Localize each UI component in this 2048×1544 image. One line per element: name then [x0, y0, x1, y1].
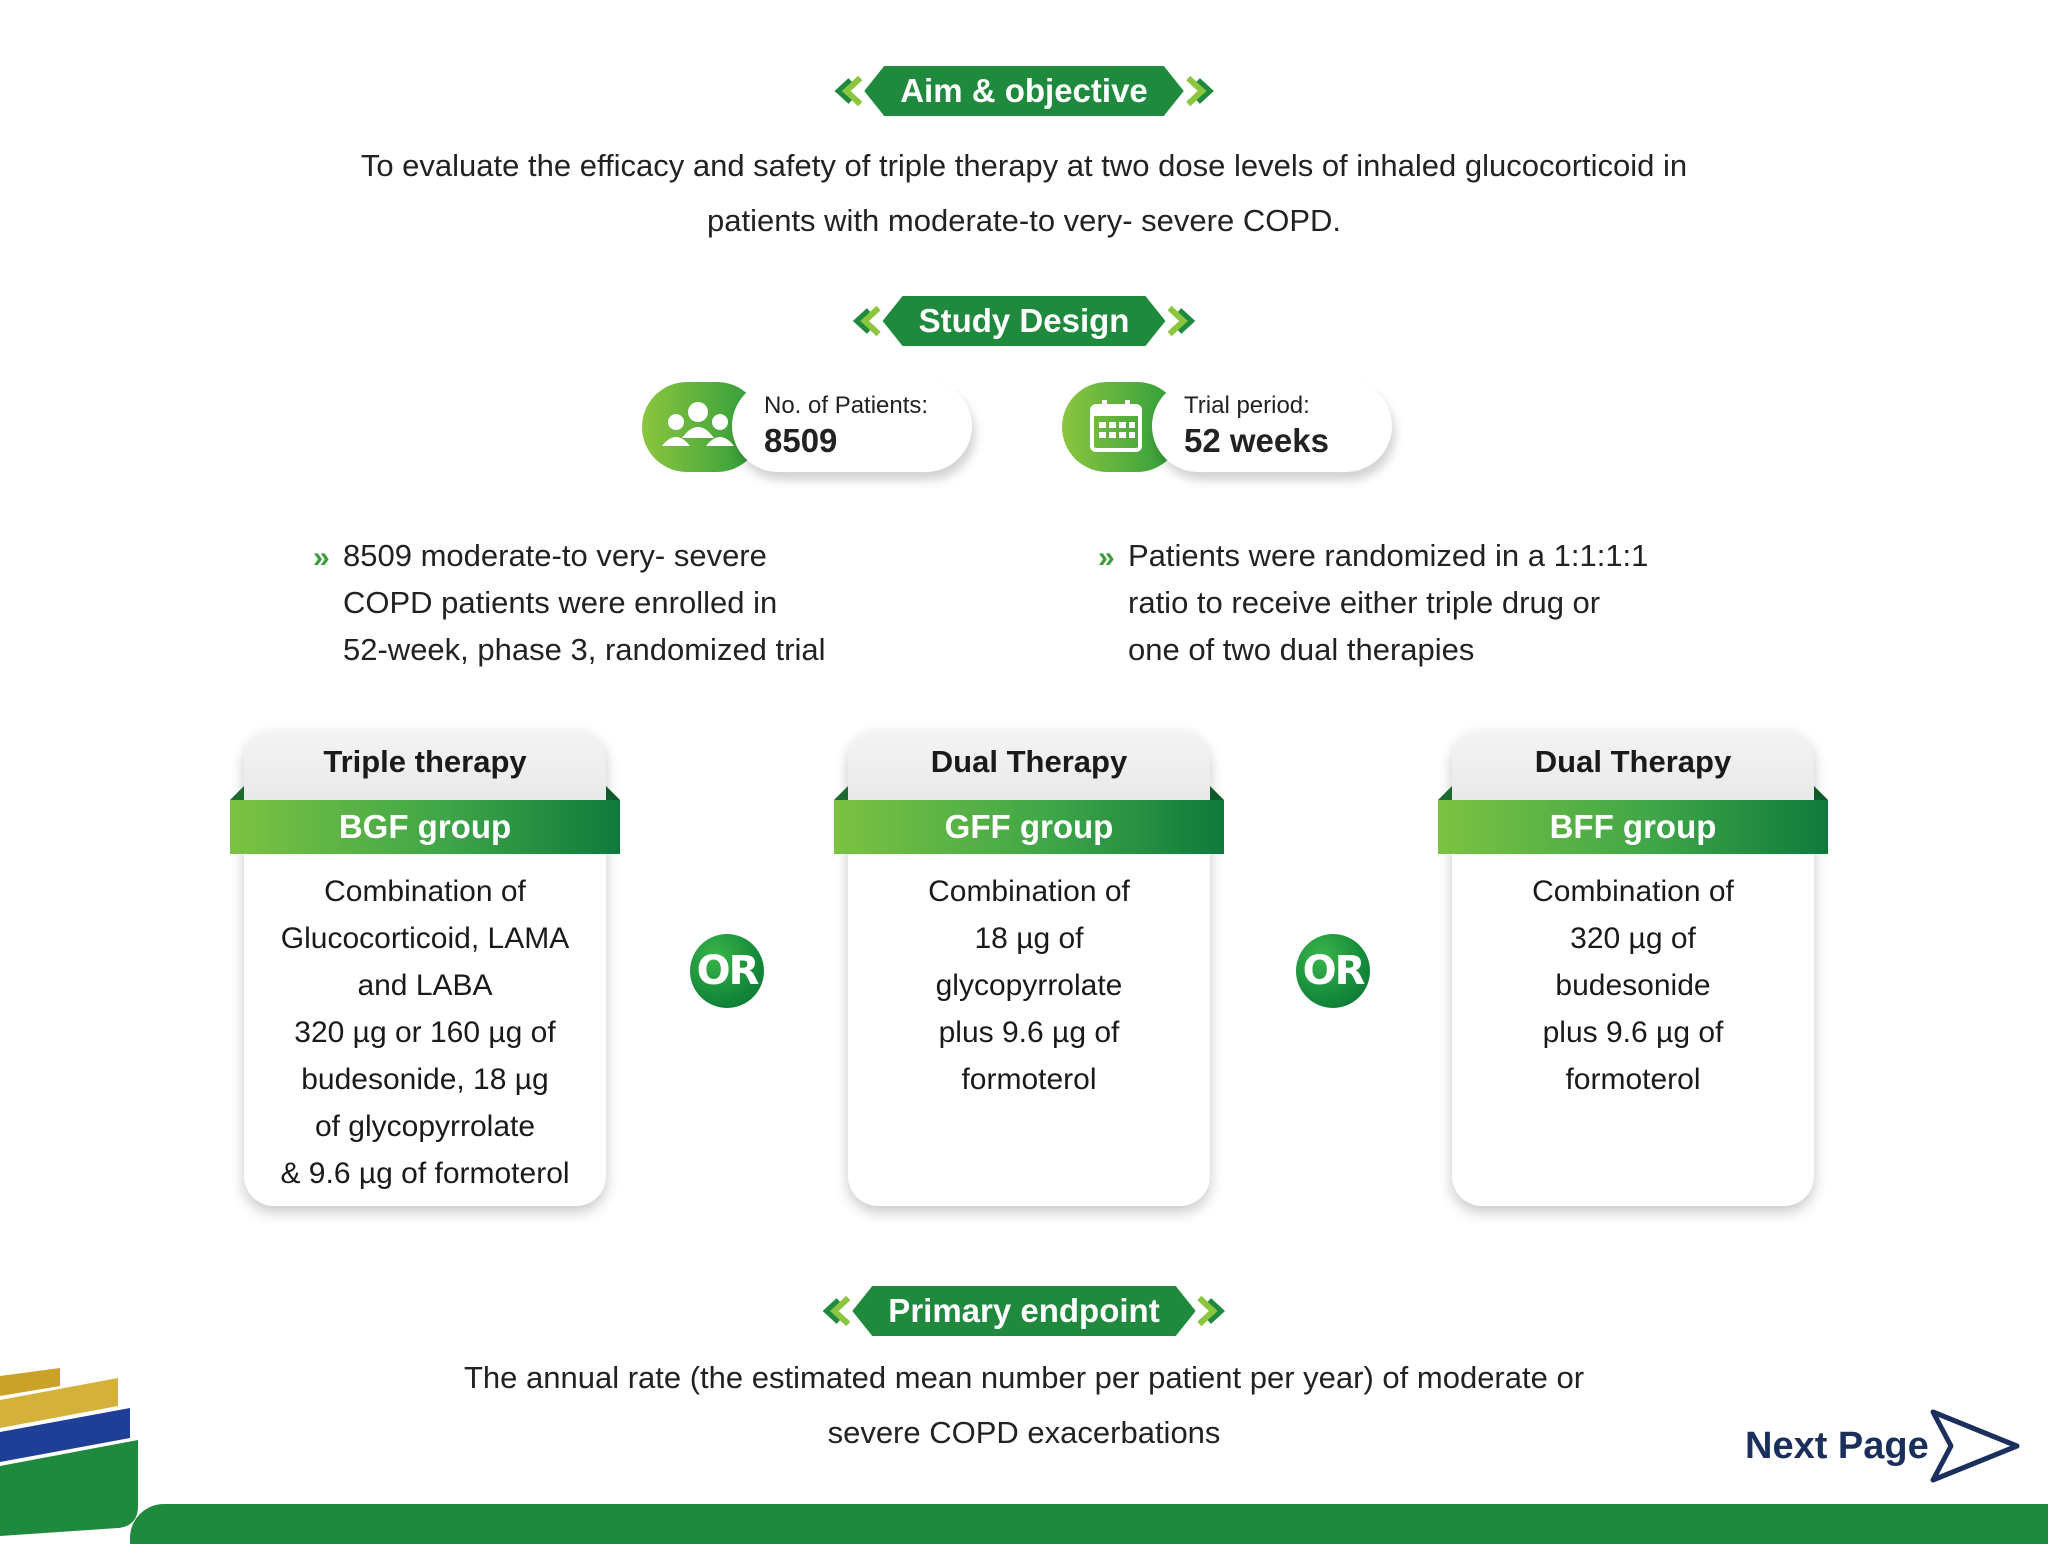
- double-chevron-right-icon: [1167, 305, 1196, 337]
- ribbon-fold-right: [1210, 786, 1224, 800]
- bullet-chevron-icon: »: [1098, 541, 1115, 574]
- bullet-line: Patients were randomized in a 1:1:1:1: [1128, 538, 1649, 573]
- trial-period-label: Trial period:: [1184, 392, 1310, 419]
- bullet-line: 52-week, phase 3, randomized trial: [343, 632, 826, 667]
- double-chevron-left-icon: [834, 75, 863, 107]
- aim-text-line: To evaluate the efficacy and safety of t…: [360, 148, 1688, 183]
- card-group-ribbon: BFF group: [1438, 800, 1828, 854]
- arrow-right-icon: [1930, 1409, 2020, 1483]
- ribbon-fold-left: [1438, 786, 1452, 800]
- bullet-line: one of two dual therapies: [1128, 632, 1475, 667]
- people-icon: [662, 402, 734, 446]
- card-description-line: formoterol: [1565, 1063, 1701, 1096]
- card-description-line: & 9.6 µg of formoterol: [280, 1157, 570, 1190]
- card-description-line: 320 µg or 160 µg of: [294, 1016, 556, 1049]
- aim-text: To evaluate the efficacy and safety of t…: [224, 138, 1824, 248]
- or-badge-1: OR: [690, 934, 764, 1008]
- study-bullet-1: » 8509 moderate-to very- severe COPD pat…: [313, 532, 903, 673]
- brand-logo-icon: [0, 1368, 138, 1536]
- or-badge-2: OR: [1296, 934, 1370, 1008]
- card-description-line: Combination of: [928, 875, 1130, 908]
- double-chevron-right-icon: [1185, 75, 1214, 107]
- ribbon-fold-left: [834, 786, 848, 800]
- therapy-card-bff: Dual Therapy BFF group Combination of 32…: [1438, 730, 1828, 1206]
- study-bullet-2: » Patients were randomized in a 1:1:1:1 …: [1098, 532, 1748, 673]
- card-title-area: [244, 730, 606, 800]
- patients-stat-pill: No. of Patients: 8509: [732, 380, 972, 472]
- primary-endpoint-line: severe COPD exacerbations: [827, 1415, 1221, 1450]
- patients-value: 8509: [764, 422, 838, 459]
- card-description-line: plus 9.6 µg of: [1542, 1016, 1724, 1049]
- calendar-icon: [1090, 400, 1142, 452]
- ribbon-fold-right: [606, 786, 620, 800]
- card-title-area: [848, 730, 1210, 800]
- card-description-line: budesonide: [1555, 969, 1711, 1002]
- aim-text-line: patients with moderate-to very- severe C…: [706, 203, 1342, 238]
- study-design-heading: Study Design: [849, 294, 1200, 348]
- patients-stat: No. of Patients: 8509: [642, 380, 982, 478]
- patients-label: No. of Patients:: [764, 392, 929, 419]
- ribbon-fold-right: [1814, 786, 1828, 800]
- footer-bar: [130, 1504, 2048, 1544]
- bullet-line: ratio to receive either triple drug or: [1128, 585, 1601, 620]
- double-chevron-left-icon: [852, 305, 881, 337]
- card-title: Dual Therapy: [930, 744, 1128, 779]
- double-chevron-left-icon: [822, 1295, 851, 1327]
- primary-endpoint-text: The annual rate (the estimated mean numb…: [324, 1350, 1724, 1460]
- card-title-area: [1452, 730, 1814, 800]
- card-description-line: Glucocorticoid, LAMA: [280, 922, 570, 955]
- card-description: Combination of 320 µg of budesonide plus…: [1452, 868, 1814, 1103]
- aim-heading: Aim & objective: [830, 64, 1218, 118]
- therapy-card-gff: Dual Therapy GFF group Combination of 18…: [834, 730, 1224, 1206]
- card-description-line: of glycopyrrolate: [314, 1110, 536, 1143]
- card-group-ribbon: GFF group: [834, 800, 1224, 854]
- card-description-line: Combination of: [1532, 875, 1734, 908]
- card-description-line: and LABA: [357, 969, 493, 1002]
- next-page-button[interactable]: Next Page: [1745, 1408, 2021, 1484]
- bullet-chevron-icon: »: [313, 541, 330, 574]
- trial-period-stat-pill: Trial period: 52 weeks: [1152, 380, 1392, 472]
- bullet-line: 8509 moderate-to very- severe: [343, 538, 767, 573]
- study-design-heading-label: Study Design: [883, 296, 1166, 346]
- primary-endpoint-line: The annual rate (the estimated mean numb…: [463, 1360, 1585, 1395]
- card-title: Triple therapy: [323, 744, 527, 779]
- double-chevron-right-icon: [1197, 1295, 1226, 1327]
- next-page-label: Next Page: [1745, 1424, 1929, 1467]
- card-description-line: plus 9.6 µg of: [938, 1016, 1120, 1049]
- card-description-line: budesonide, 18 µg: [301, 1063, 549, 1096]
- card-description-line: formoterol: [961, 1063, 1097, 1096]
- primary-endpoint-heading: Primary endpoint: [818, 1284, 1229, 1338]
- card-group-ribbon: BGF group: [230, 800, 620, 854]
- card-description: Combination of 18 µg of glycopyrrolate p…: [848, 868, 1210, 1103]
- card-description-line: 18 µg of: [974, 922, 1084, 955]
- therapy-card-bgf: Triple therapy BGF group Combination of …: [230, 730, 620, 1206]
- bullet-line: COPD patients were enrolled in: [343, 585, 778, 620]
- aim-heading-label: Aim & objective: [864, 66, 1184, 116]
- card-title: Dual Therapy: [1534, 744, 1732, 779]
- card-description: Combination of Glucocorticoid, LAMA and …: [244, 868, 606, 1197]
- card-description-line: 320 µg of: [1570, 922, 1696, 955]
- trial-period-stat: Trial period: 52 weeks: [1062, 380, 1402, 478]
- card-description-line: glycopyrrolate: [935, 969, 1123, 1002]
- ribbon-fold-left: [230, 786, 244, 800]
- trial-period-value: 52 weeks: [1184, 422, 1329, 459]
- card-description-line: Combination of: [324, 875, 526, 908]
- primary-endpoint-heading-label: Primary endpoint: [852, 1286, 1195, 1336]
